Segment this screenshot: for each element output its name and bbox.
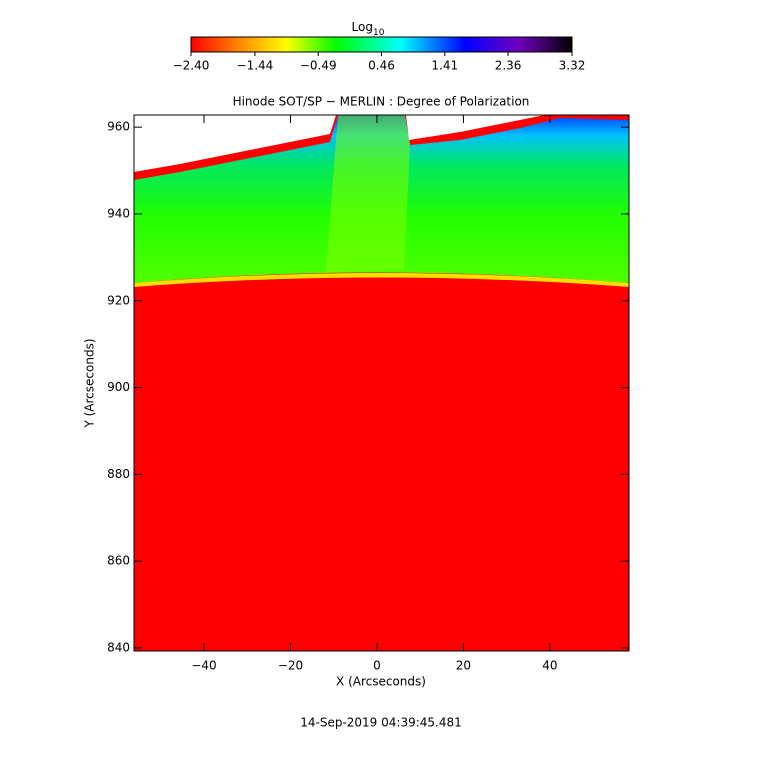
y-tick-label: 840 <box>107 640 130 654</box>
y-tick-label: 940 <box>107 206 130 220</box>
colorbar <box>190 36 573 53</box>
colorbar-tick-label: −1.44 <box>237 59 274 73</box>
colorbar-tick-label: −2.40 <box>173 59 210 73</box>
y-tick-label: 860 <box>107 554 130 568</box>
x-tick-label: 40 <box>542 659 557 673</box>
chart-title: Hinode SOT/SP − MERLIN : Degree of Polar… <box>233 95 530 109</box>
image <box>134 115 629 651</box>
x-axis-label: X (Arcseconds) <box>336 675 426 689</box>
y-tick-label: 880 <box>107 467 130 481</box>
y-tick-label: 920 <box>107 293 130 307</box>
x-tick-label: −40 <box>191 659 216 673</box>
x-tick-label: −20 <box>278 659 303 673</box>
colorbar-tick-label: −0.49 <box>300 59 337 73</box>
colorbar-tick-label: 0.46 <box>368 59 395 73</box>
plot-frame <box>133 114 630 652</box>
timestamp: 14-Sep-2019 04:39:45.481 <box>300 716 462 730</box>
y-axis-label: Y (Arcseconds) <box>83 338 97 428</box>
colorbar-tick-label: 2.36 <box>495 59 522 73</box>
x-tick-label: 20 <box>456 659 471 673</box>
x-tick-label: 0 <box>373 659 381 673</box>
colorbar-label: Log10 <box>352 20 385 38</box>
colorbar-tick-label: 1.41 <box>431 59 458 73</box>
y-tick-label: 900 <box>107 380 130 394</box>
colorbar-tick-label: 3.32 <box>559 59 586 73</box>
y-tick-label: 960 <box>107 120 130 134</box>
